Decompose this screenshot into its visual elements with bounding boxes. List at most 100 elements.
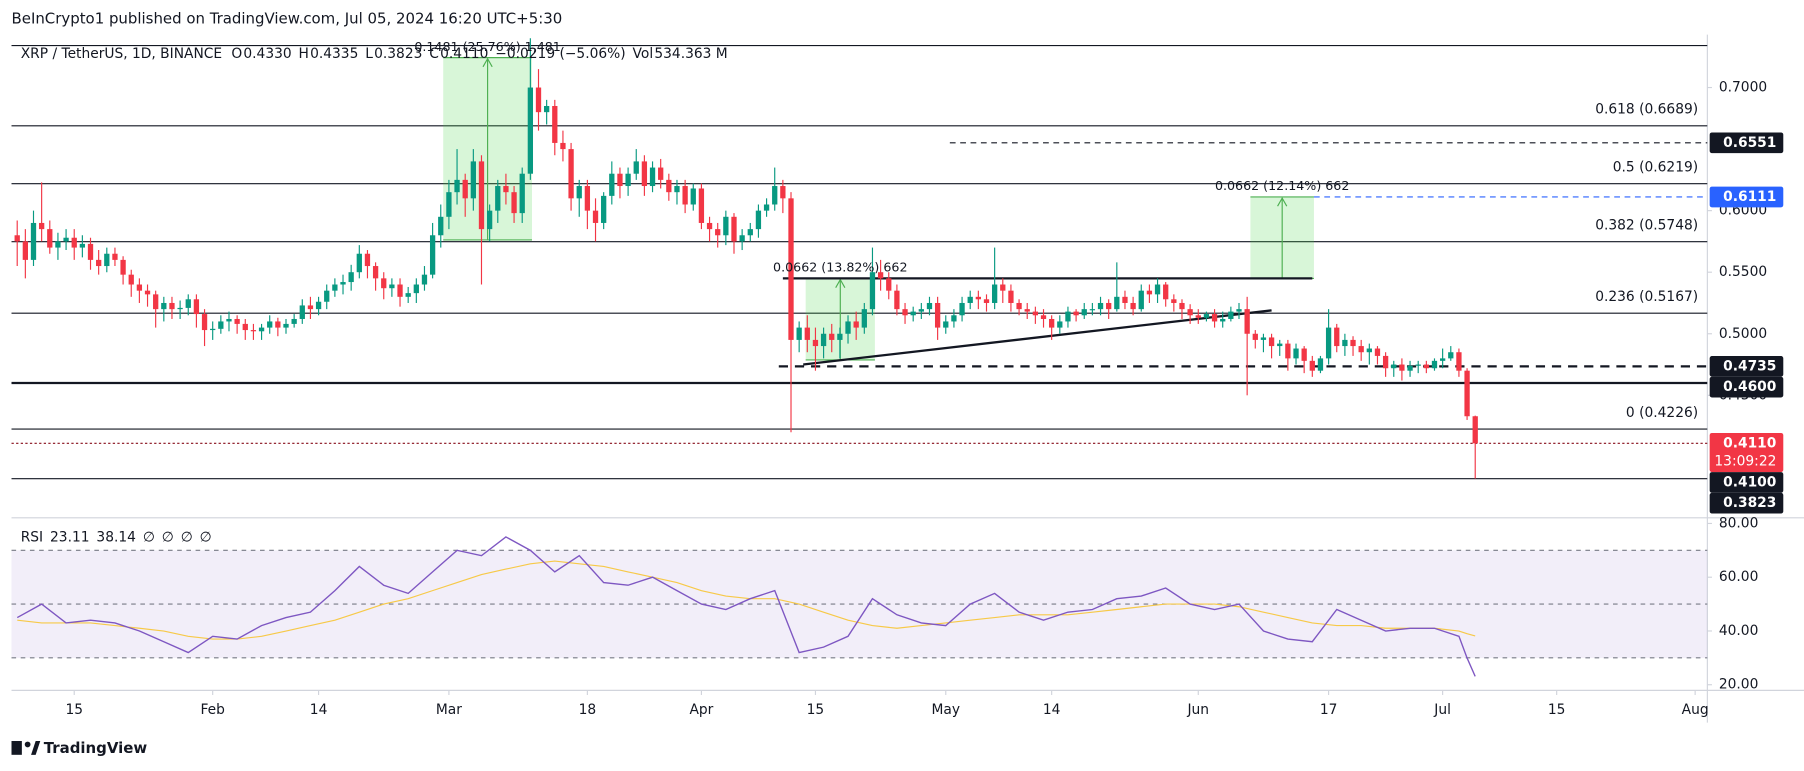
candle-body: [234, 318, 240, 324]
candle-body: [177, 307, 183, 310]
legend-item: XRP / TetherUS, 1D, BINANCE: [21, 46, 222, 62]
candle-body: [1415, 364, 1421, 366]
candle-body: [299, 305, 305, 319]
candle-body: [1187, 309, 1193, 316]
legend-item: O: [231, 46, 242, 62]
measure-arrowhead: [1277, 196, 1288, 207]
candle-body: [128, 274, 134, 285]
rsi-legend-item: RSI: [21, 529, 43, 545]
candle-body: [658, 167, 664, 180]
x-tick-label: 17: [1320, 702, 1338, 718]
rsi-line: [17, 560, 1476, 640]
candle-body: [226, 318, 232, 322]
candle-body: [715, 229, 721, 236]
candle-body: [690, 188, 696, 205]
candle-body: [1334, 327, 1340, 347]
measure-label: 0.1481 (25.76%) 1,481: [414, 39, 561, 54]
candle-body: [544, 105, 550, 113]
rsi-y-tick-label: 60.00: [1719, 569, 1759, 585]
candle-body: [332, 284, 338, 291]
price-badge-label: 0.6551: [1723, 135, 1776, 151]
candle-body: [1260, 337, 1267, 340]
candle-body: [340, 282, 346, 285]
candle-body: [153, 294, 159, 310]
x-tick-label: 18: [579, 702, 597, 718]
candle-body: [552, 105, 558, 143]
candle-body: [788, 198, 794, 340]
price-badge-label: 0.4110: [1723, 435, 1776, 451]
candle-body: [1317, 358, 1324, 371]
candle-body: [136, 284, 143, 291]
candle-body: [1024, 309, 1030, 312]
candle-body: [1358, 346, 1364, 353]
candle-body: [1057, 321, 1063, 328]
candle-body: [1016, 302, 1022, 310]
candle-body: [22, 241, 28, 260]
candle-body: [535, 87, 542, 113]
candle-body: [1154, 284, 1161, 295]
candle-body: [739, 235, 745, 242]
candle-body: [894, 290, 900, 310]
candle-body: [348, 272, 354, 283]
candle-body: [1008, 290, 1014, 303]
candle-body: [267, 321, 273, 328]
candle-body: [429, 235, 436, 275]
price-badge-label: 0.4100: [1723, 474, 1776, 490]
candle-body: [1285, 343, 1291, 359]
candle-body: [389, 284, 395, 289]
candle-body: [71, 237, 77, 248]
candle-body: [1464, 370, 1470, 417]
logo-slash: [31, 741, 41, 755]
legend-item: H: [299, 46, 309, 62]
candle-body: [723, 216, 729, 236]
price-badge-label: 0.6111: [1723, 189, 1776, 205]
candle-body: [1268, 337, 1275, 347]
candle-body: [315, 301, 322, 310]
candle-body: [63, 237, 69, 242]
price-badge-label: 0.4600: [1723, 379, 1776, 395]
fib-label: 0 (0.4226): [1626, 405, 1698, 421]
candle-body: [698, 188, 705, 223]
footer-logo: TradingView: [11, 739, 147, 757]
candle-body: [421, 274, 428, 285]
candle-body: [820, 333, 827, 347]
x-tick-label: Jun: [1186, 702, 1209, 718]
rsi-pane: [11, 536, 1708, 677]
fib-label: 0.236 (0.5167): [1595, 289, 1698, 305]
candle-body: [1439, 358, 1446, 361]
candle-body: [478, 161, 485, 230]
candle-body: [902, 309, 908, 316]
price-pane: [11, 38, 1708, 480]
rsi-legend-item: 23.11: [50, 529, 90, 545]
candle-body: [258, 327, 265, 332]
rsi-legend-item: ∅: [200, 529, 212, 545]
candle-body: [112, 253, 118, 260]
candle-body: [706, 222, 713, 230]
candle-body: [967, 296, 973, 303]
publisher-line: BeInCrypto1 published on TradingView.com…: [12, 10, 563, 28]
rsi-line: [16, 536, 1476, 677]
candle-body: [356, 253, 362, 273]
candle-body: [104, 253, 110, 267]
candle-body: [959, 302, 965, 316]
candle-body: [307, 305, 314, 310]
candle-body: [1171, 299, 1177, 303]
candle-body: [1211, 314, 1218, 322]
candle-body: [918, 309, 924, 312]
candle-body: [511, 192, 517, 214]
candle-body: [926, 302, 933, 310]
x-tick-label: 15: [807, 702, 825, 718]
candle-body: [584, 186, 591, 211]
candle-body: [1244, 309, 1250, 334]
candle-body: [38, 222, 45, 230]
candle-body: [1407, 365, 1413, 371]
candle-body: [755, 210, 762, 230]
candle-body: [560, 142, 566, 150]
price-badge: [1709, 356, 1784, 377]
candle-body: [1309, 360, 1315, 371]
candle-body: [1423, 364, 1429, 369]
legend-item: C: [429, 46, 439, 62]
x-tick-label: Aug: [1682, 702, 1709, 718]
candle-body: [14, 235, 20, 242]
